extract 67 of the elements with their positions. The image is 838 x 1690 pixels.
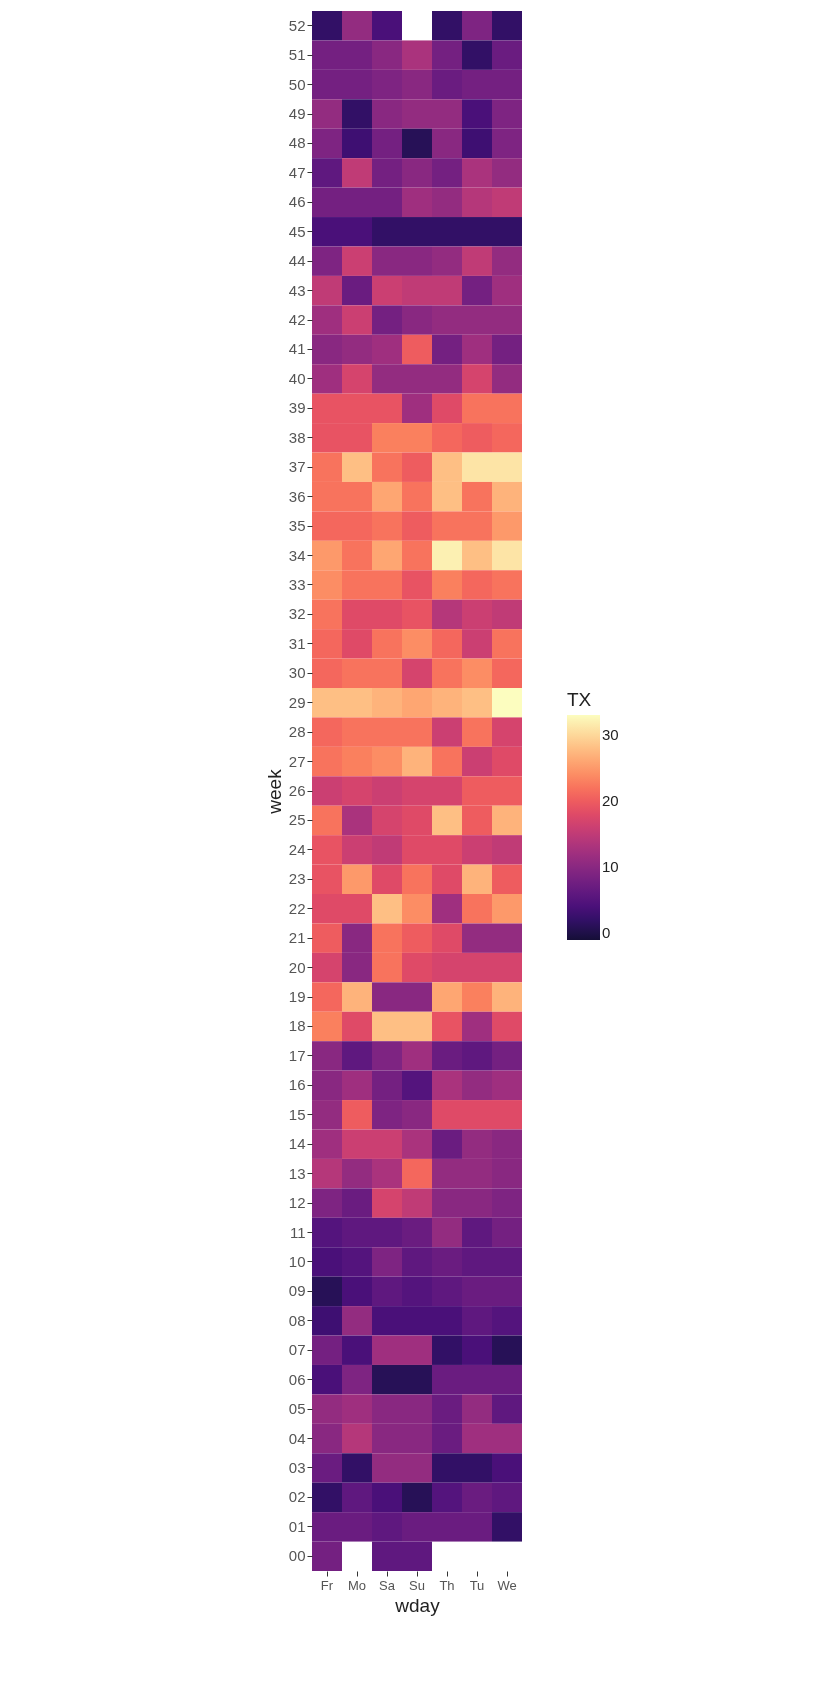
color-bar-label: 0 (602, 924, 611, 942)
y-tick-label: 27 (288, 752, 306, 770)
color-bar-label: 10 (602, 858, 619, 876)
color-bar-label: 20 (602, 792, 619, 810)
y-tick-label: 13 (288, 1164, 306, 1182)
y-tick-label: 48 (288, 134, 306, 152)
x-tick-label: We (497, 1577, 517, 1593)
x-tick-label: Sa (379, 1577, 396, 1593)
y-tick-label: 34 (288, 546, 306, 564)
y-tick-label: 20 (288, 958, 306, 976)
y-tick-label: 06 (288, 1370, 306, 1388)
color-bar-label: 30 (602, 725, 619, 743)
legend-title: TX (567, 689, 592, 710)
y-tick-label: 51 (288, 46, 306, 64)
y-tick-label: 49 (288, 105, 306, 123)
y-tick-label: 26 (288, 782, 306, 799)
y-tick-label: 36 (288, 487, 306, 505)
y-tick-label: 44 (288, 252, 306, 270)
x-tick-label: Fr (320, 1577, 334, 1593)
y-tick-label: 17 (288, 1046, 306, 1064)
y-tick-label: 39 (288, 399, 306, 417)
y-tick-label: 12 (288, 1194, 306, 1212)
y-tick-label: 15 (288, 1105, 306, 1123)
x-tick-label: Su (409, 1577, 425, 1593)
y-tick-label: 02 (288, 1488, 306, 1506)
y-tick-label: 08 (288, 1311, 306, 1329)
y-tick-label: 23 (288, 870, 306, 888)
y-tick-label: 37 (288, 458, 306, 476)
y-tick-label: 31 (288, 634, 306, 652)
y-tick-label: 05 (288, 1400, 306, 1418)
y-tick-label: 24 (288, 840, 306, 858)
y-tick-label: 19 (288, 988, 306, 1006)
y-tick-label: 03 (288, 1458, 306, 1476)
x-tick-label: Tu (469, 1577, 485, 1593)
y-tick-label: 25 (288, 811, 306, 829)
y-tick-label: 09 (288, 1282, 306, 1300)
y-tick-label: 16 (288, 1076, 306, 1094)
y-tick-label: 22 (288, 899, 306, 917)
y-tick-label: 40 (288, 369, 306, 387)
y-tick-label: 10 (288, 1252, 306, 1270)
y-tick-label: 33 (288, 575, 306, 593)
y-tick-label: 18 (288, 1017, 306, 1035)
y-tick-label: 14 (288, 1135, 306, 1153)
y-tick-label: 30 (288, 664, 306, 682)
y-tick-label: 01 (288, 1517, 306, 1535)
y-tick-label: 21 (288, 929, 306, 947)
y-tick-label: 07 (288, 1341, 306, 1359)
y-tick-label: 45 (288, 222, 306, 240)
x-tick-label: Mo (347, 1577, 367, 1593)
y-tick-label: 42 (288, 311, 306, 329)
y-axis-title: week (263, 768, 285, 815)
y-tick-label: 29 (288, 693, 306, 711)
y-tick-label: 46 (288, 193, 306, 211)
y-tick-label: 04 (288, 1429, 306, 1447)
y-tick-label: 38 (288, 428, 306, 446)
y-tick-label: 00 (288, 1547, 306, 1565)
x-axis-title: wday (394, 1594, 441, 1616)
y-tick-label: 50 (288, 75, 306, 93)
y-tick-label: 32 (288, 605, 306, 623)
y-tick-label: 28 (288, 723, 306, 741)
y-tick-label: 35 (288, 517, 306, 535)
y-tick-label: 43 (288, 281, 306, 299)
y-tick-label: 11 (289, 1223, 306, 1241)
y-tick-label: 47 (288, 163, 306, 181)
x-tick-label: Th (439, 1577, 455, 1593)
y-tick-label: 52 (288, 16, 306, 34)
y-tick-label: 41 (288, 340, 306, 358)
